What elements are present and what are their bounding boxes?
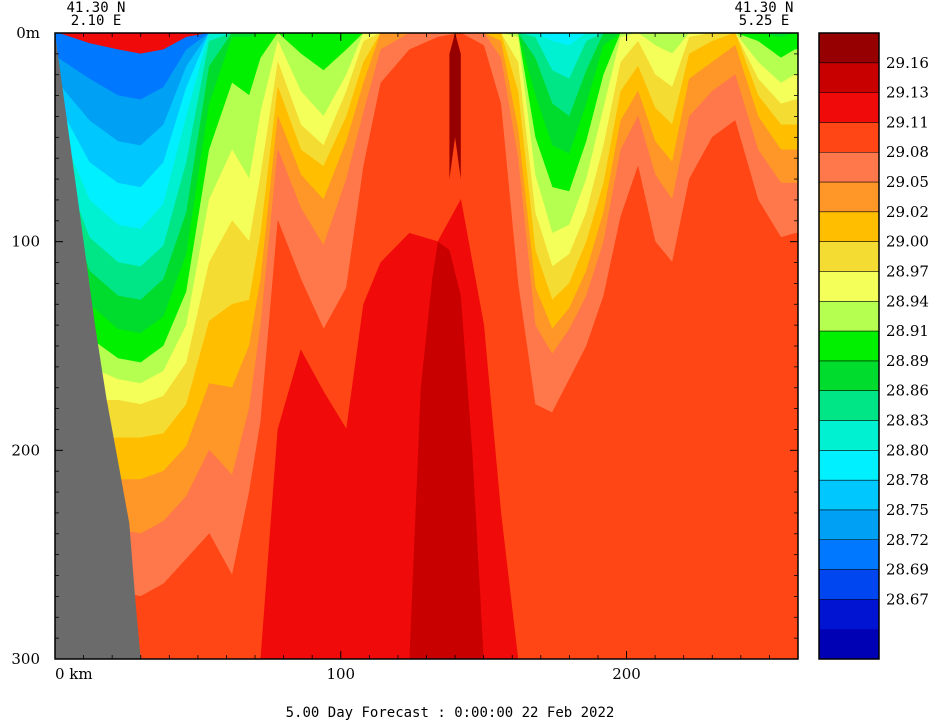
colorbar-label: 28.91 <box>886 322 929 340</box>
colorbar-label: 29.00 <box>886 233 929 251</box>
corner-right-lat: 41.30 N <box>734 0 793 16</box>
colorbar-swatch <box>819 509 879 541</box>
colorbar-swatch <box>819 420 879 451</box>
colorbar-label: 29.02 <box>886 203 929 221</box>
colorbar-swatch <box>819 480 879 511</box>
colorbar-label: 29.11 <box>886 113 929 131</box>
colorbar-border <box>818 32 880 660</box>
colorbar-swatch <box>819 182 879 213</box>
colorbar-label: 28.89 <box>886 352 929 370</box>
colorbar-label: 29.13 <box>886 84 929 102</box>
colorbar-swatch <box>819 241 879 272</box>
colorbar-swatch <box>819 629 879 660</box>
axes: 0m 100 200 300 0 km 100 200 <box>11 24 798 683</box>
contour-band <box>55 33 798 334</box>
colorbar-label: 28.86 <box>886 382 929 400</box>
colorbar-swatch <box>819 152 879 183</box>
colorbar-swatch <box>819 390 879 422</box>
y-tick-label: 200 <box>11 441 40 459</box>
colorbar-swatch <box>819 301 879 332</box>
contour-band <box>55 33 798 101</box>
corner-left-lat: 41.30 N <box>66 0 125 16</box>
plot-area <box>55 33 798 659</box>
colorbar-label: 29.05 <box>886 173 929 191</box>
colorbar-swatch <box>819 211 879 243</box>
colorbar-swatch <box>819 122 879 153</box>
colorbar-label: 28.97 <box>886 262 929 280</box>
corner-left-lon: 2.10 E <box>71 13 122 29</box>
colorbar-label: 28.94 <box>886 292 929 310</box>
colorbar-swatch <box>819 33 879 64</box>
y-tick-label: 100 <box>11 233 40 251</box>
colorbar-label: 29.08 <box>886 143 929 161</box>
colorbar-label: 28.83 <box>886 412 929 430</box>
y-tick-label: 300 <box>11 650 40 668</box>
colorbar-label: 28.69 <box>886 561 929 579</box>
colorbar-label: 28.72 <box>886 531 929 549</box>
contour-band <box>55 33 798 230</box>
x-tick-label: 200 <box>612 665 641 683</box>
contour-band <box>55 33 798 147</box>
colorbar-swatch <box>819 271 879 302</box>
y-tick-label: 0m <box>16 24 40 42</box>
colorbar-swatch <box>819 539 879 571</box>
colorbar-label: 29.16 <box>886 54 929 72</box>
contour-band <box>55 33 798 301</box>
forecast-footer: 5.00 Day Forecast : 0:00:00 22 Feb 2022 <box>286 705 615 721</box>
warm-core <box>449 33 461 180</box>
colorbar-swatch <box>819 62 879 94</box>
colorbar: 29.16 29.13 29.11 29.08 29.05 29.02 29.00 28.97… <box>818 32 929 660</box>
corner-right-lon: 5.25 E <box>739 13 790 29</box>
x-tick-label: 0 km <box>55 665 93 683</box>
contour-band <box>55 33 798 188</box>
warm-core <box>409 241 484 659</box>
colorbar-label: 28.75 <box>886 501 929 519</box>
colorbar-label: 28.80 <box>886 441 929 459</box>
colorbar-swatch <box>819 331 879 362</box>
x-tick-label: 100 <box>326 665 355 683</box>
contour-band <box>55 33 798 268</box>
colorbar-swatch <box>819 569 879 600</box>
colorbar-swatch <box>819 92 879 123</box>
colorbar-label: 28.78 <box>886 471 929 489</box>
land-mask <box>55 33 141 659</box>
colorbar-swatch <box>819 360 879 392</box>
colorbar-swatch <box>819 450 879 481</box>
colorbar-label: 28.67 <box>886 590 929 608</box>
colorbar-swatch <box>819 599 879 630</box>
